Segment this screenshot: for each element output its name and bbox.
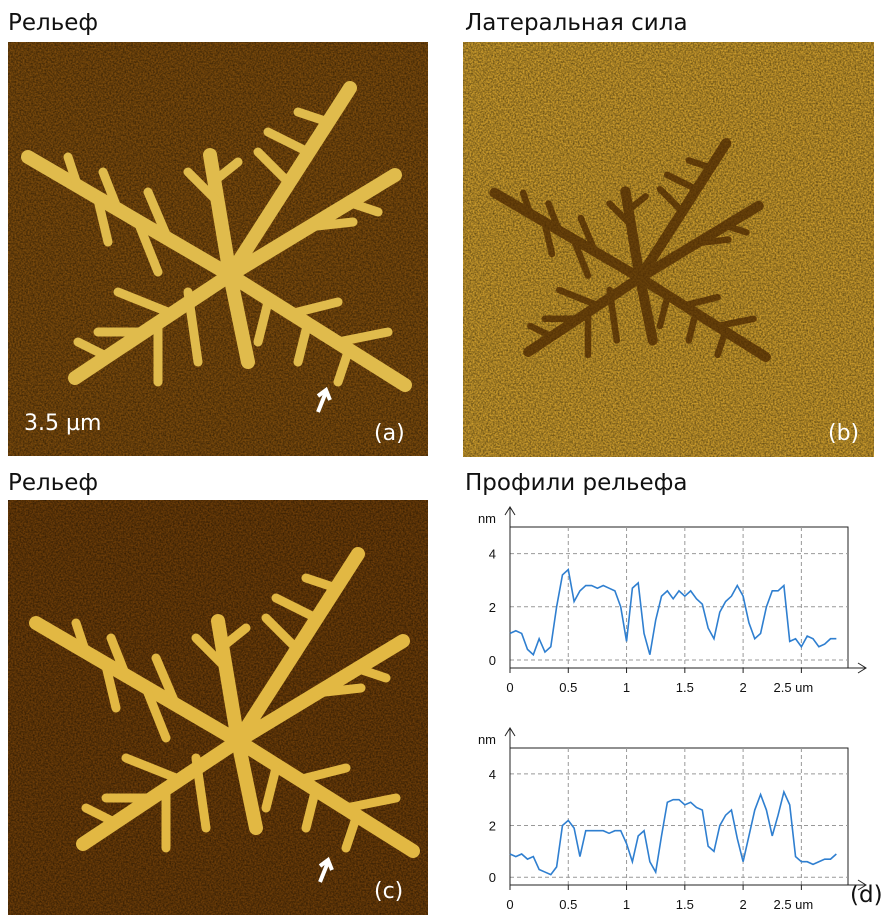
panel-title: Рельеф xyxy=(8,470,98,496)
panel-title: Латеральная сила xyxy=(465,10,688,36)
plot-frame xyxy=(510,527,848,668)
x-tick-label: 0.5 xyxy=(559,680,577,695)
texture xyxy=(8,500,428,915)
x-tick-label: 0 xyxy=(506,897,513,912)
panel-title: Рельеф xyxy=(8,10,98,36)
y-tick-label: 4 xyxy=(489,547,496,562)
x-tick-label: 1 xyxy=(623,897,630,912)
y-tick-label: 0 xyxy=(489,870,496,885)
x-tick-label: 1.5 xyxy=(676,897,694,912)
y-tick-label: 2 xyxy=(489,819,496,834)
plot-frame xyxy=(510,748,848,885)
y-axis-label: nm xyxy=(478,732,496,747)
x-tick-label: 2.5 um xyxy=(774,680,814,695)
panel-label: (a) xyxy=(374,421,405,446)
profile-line xyxy=(510,570,836,655)
profile-line xyxy=(510,792,836,875)
texture xyxy=(463,42,874,457)
panel-label: (c) xyxy=(374,879,403,904)
texture xyxy=(8,42,428,456)
y-axis-label: nm xyxy=(478,511,496,526)
x-tick-label: 2 xyxy=(739,897,746,912)
y-tick-label: 2 xyxy=(489,600,496,615)
x-tick-label: 1.5 xyxy=(676,680,694,695)
figure: Рельеф Латеральная сила Рельеф Профили р… xyxy=(0,0,882,915)
x-tick-label: 2 xyxy=(739,680,746,695)
x-tick-label: 0.5 xyxy=(559,897,577,912)
x-tick-label: 0 xyxy=(506,680,513,695)
panel-label: (b) xyxy=(828,421,859,446)
axis-arrow xyxy=(505,728,866,890)
y-tick-label: 0 xyxy=(489,653,496,668)
panel-label: (d) xyxy=(850,882,882,908)
panel-title: Профили рельефа xyxy=(465,470,687,496)
y-tick-label: 4 xyxy=(489,767,496,782)
scale-label: 3.5 µm xyxy=(24,411,101,436)
x-tick-label: 1 xyxy=(623,680,630,695)
x-tick-label: 2.5 um xyxy=(774,897,814,912)
